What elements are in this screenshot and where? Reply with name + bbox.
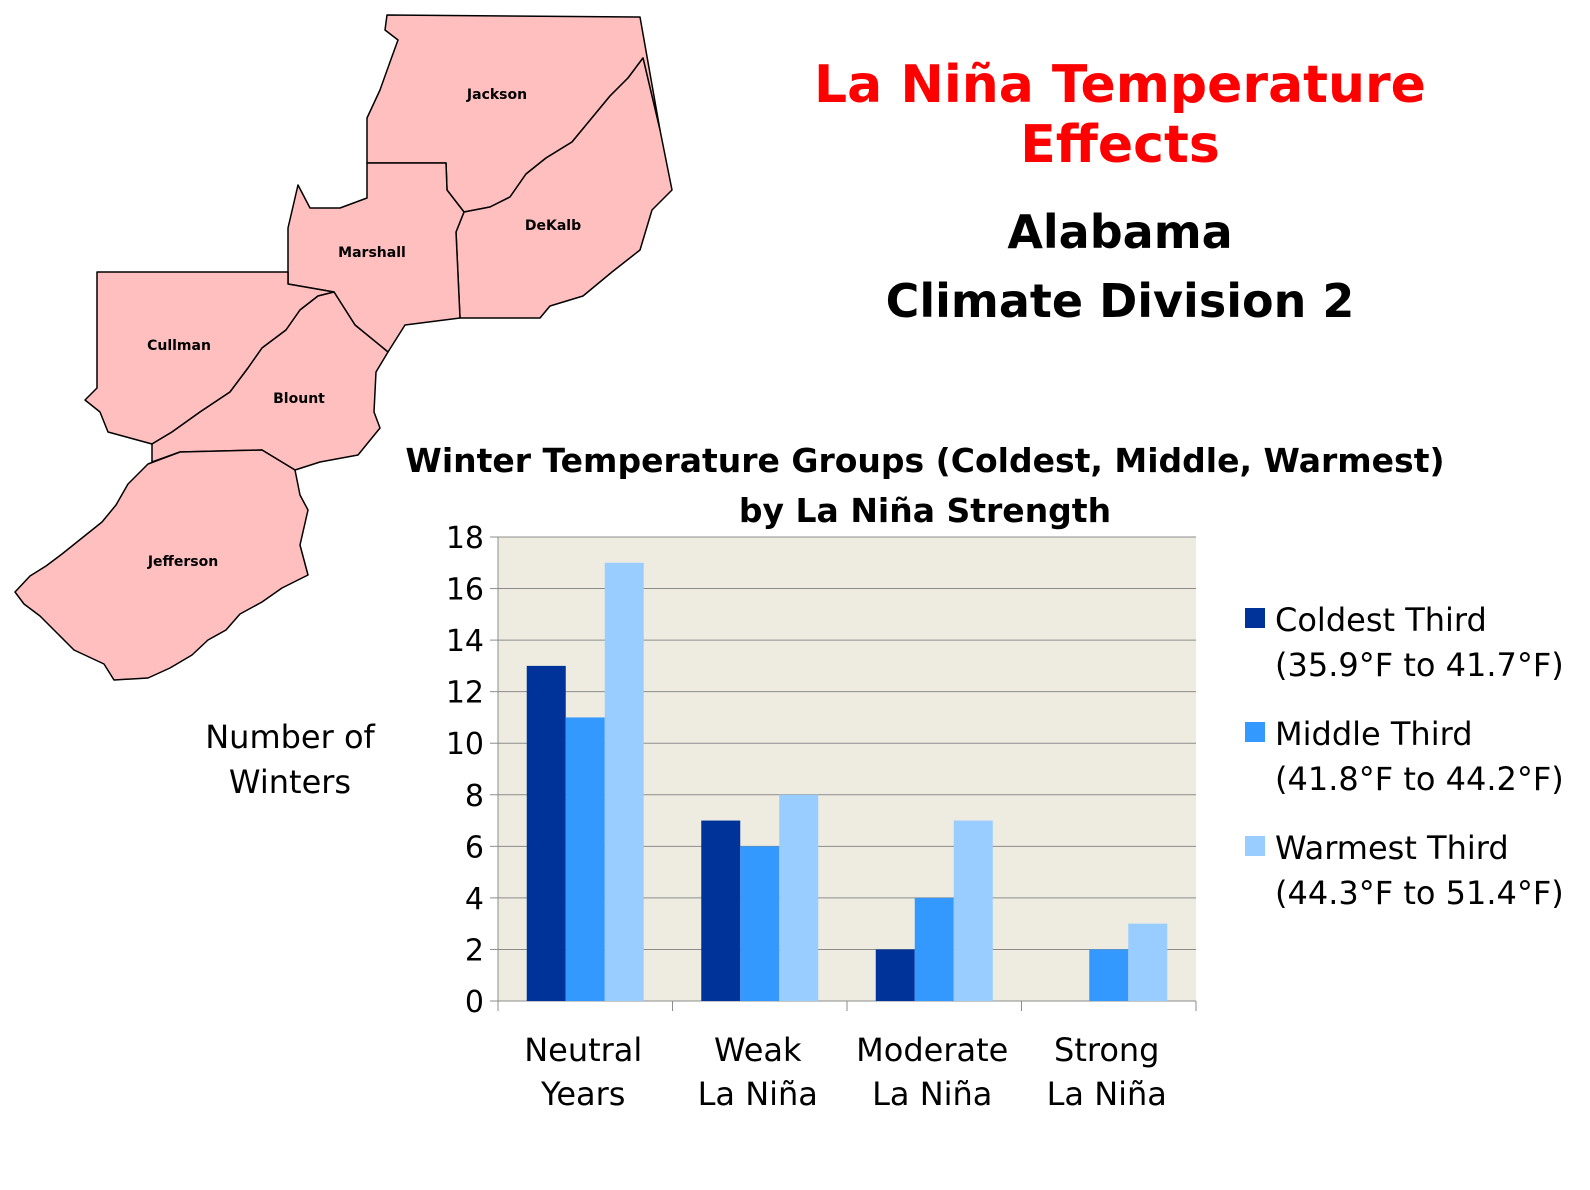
y-tick-label: 8 [465,779,484,814]
chart-title: Winter Temperature Groups (Coldest, Midd… [395,436,1455,535]
bar [875,949,915,1001]
legend-label-warmest: Warmest Third [1275,829,1509,867]
legend-item-warmest: Warmest Third (44.3°F to 51.4°F) [1245,826,1575,940]
y-tick-label: 6 [465,830,484,865]
x-tick-label: Years [540,1075,625,1113]
y-axis-label: Number of Winters [185,715,395,805]
legend-item-coldest: Coldest Third (35.9°F to 41.7°F) [1245,598,1575,712]
page-title: La Niña Temperature Effects [814,55,1426,175]
bar [1089,949,1129,1001]
county-label-dekalb: DeKalb [525,218,581,234]
region-title: Alabama Climate Division 2 [760,198,1480,336]
bar [740,846,780,1001]
x-tick-label: Strong [1054,1031,1159,1069]
y-axis-label-line2: Winters [228,762,352,801]
legend-swatch-warmest [1245,836,1265,856]
bar [1128,923,1168,1001]
bar [779,794,819,1001]
x-tick-label: Moderate [856,1031,1008,1069]
legend-swatch-coldest [1245,608,1265,628]
legend-label-middle: Middle Third [1275,715,1473,753]
county-label-jefferson: Jefferson [147,554,218,570]
county-label-blount: Blount [273,391,325,407]
bar [526,665,566,1001]
bar [701,820,741,1001]
y-tick-label: 2 [465,933,484,968]
chart-legend: Coldest Third (35.9°F to 41.7°F) Middle … [1245,598,1575,940]
x-tick-label: La Niña [1047,1075,1167,1113]
county-label-marshall: Marshall [338,245,406,261]
chart-title-line1: Winter Temperature Groups (Coldest, Midd… [405,441,1445,480]
legend-range-warmest: (44.3°F to 51.4°F) [1275,874,1564,912]
legend-range-middle: (41.8°F to 44.2°F) [1275,760,1564,798]
y-tick-label: 0 [465,985,484,1020]
region-state: Alabama [1007,205,1233,259]
region-division: Climate Division 2 [885,274,1355,328]
y-tick-label: 4 [465,882,484,917]
bar [565,717,605,1001]
legend-range-coldest: (35.9°F to 41.7°F) [1275,646,1564,684]
legend-label-coldest: Coldest Third [1275,601,1487,639]
x-tick-label: Neutral [524,1031,642,1069]
county-map: Jackson DeKalb Marshall Cullman Blount J… [14,14,673,681]
bar [953,820,993,1001]
chart-title-line2: by La Niña Strength [738,490,1112,530]
y-tick-label: 10 [446,727,484,762]
county-jefferson [14,449,309,681]
x-tick-label: La Niña [872,1075,992,1113]
y-axis-label-line1: Number of [205,718,375,756]
county-label-cullman: Cullman [147,338,211,354]
x-tick-label: La Niña [698,1075,818,1113]
legend-item-middle: Middle Third (41.8°F to 44.2°F) [1245,712,1575,826]
legend-swatch-middle [1245,722,1265,742]
x-tick-label: Weak [714,1031,802,1069]
county-label-jackson: Jackson [466,87,527,103]
bar [914,897,954,1001]
